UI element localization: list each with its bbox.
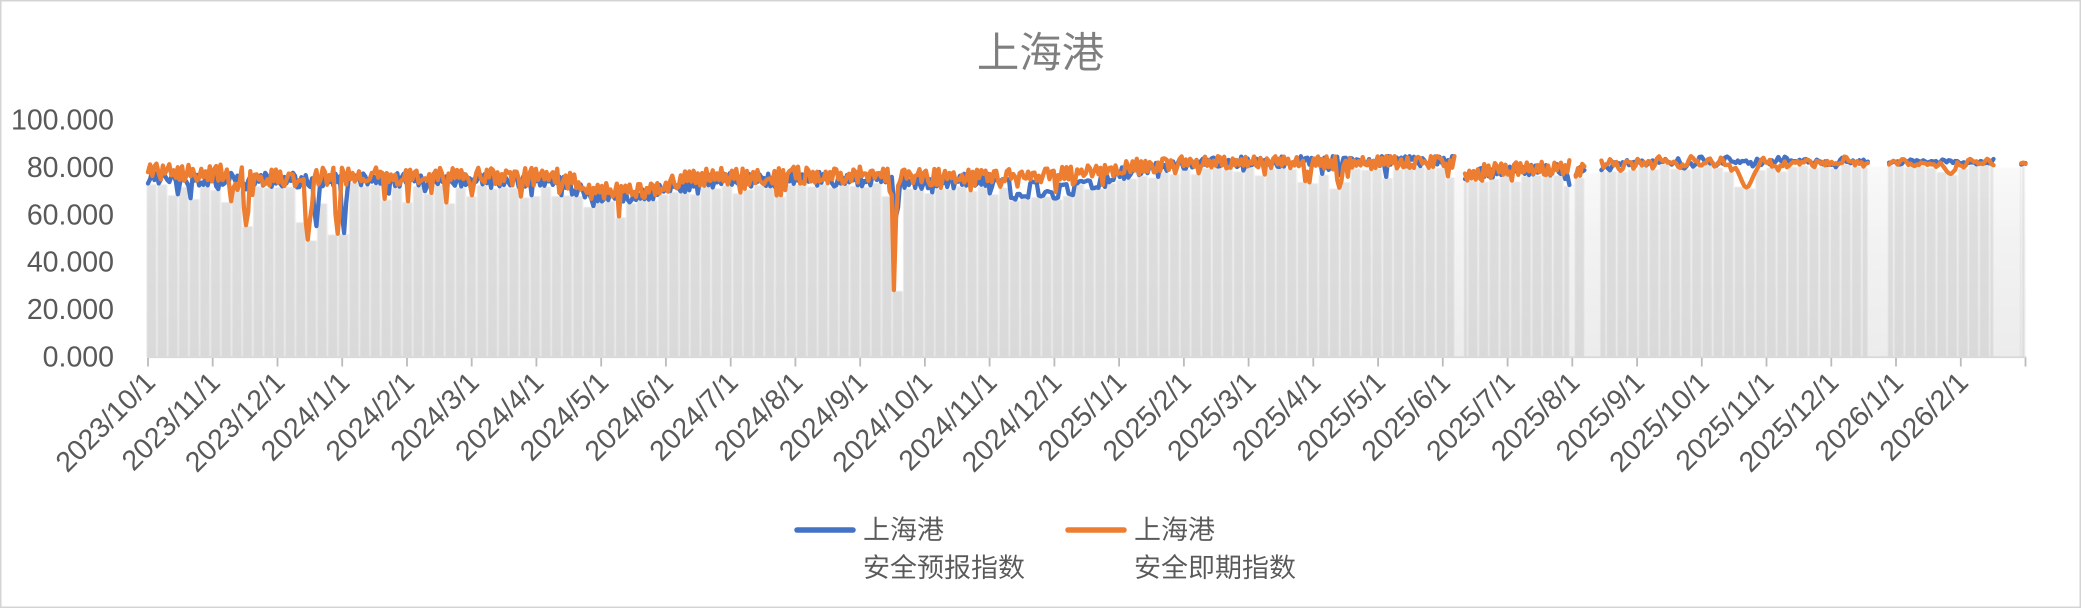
- svg-text:0.000: 0.000: [43, 342, 114, 374]
- svg-text:100.000: 100.000: [11, 104, 114, 136]
- svg-text:20.000: 20.000: [27, 294, 114, 326]
- svg-text:40.000: 40.000: [27, 247, 114, 279]
- svg-text:80.000: 80.000: [27, 152, 114, 184]
- svg-text:60.000: 60.000: [27, 199, 114, 231]
